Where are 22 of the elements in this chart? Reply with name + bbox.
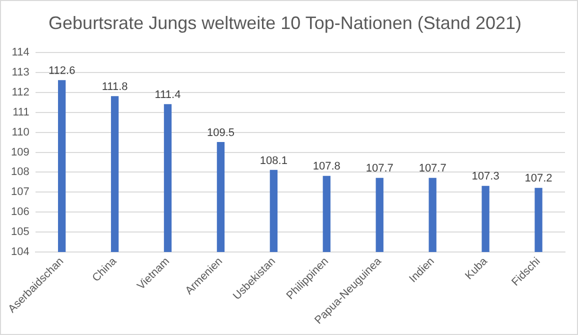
y-tick-label: 111 — [12, 106, 30, 118]
y-tick-label: 112 — [12, 86, 30, 99]
data-label: 112.6 — [48, 65, 76, 78]
data-label: 107.3 — [472, 170, 500, 183]
data-label: 107.7 — [418, 162, 446, 175]
y-tick-label: 107 — [10, 186, 30, 198]
y-tick-label: 114 — [12, 46, 30, 59]
data-label: 107.7 — [366, 162, 394, 175]
data-label: 111.8 — [102, 80, 128, 93]
y-tick-label: 106 — [10, 206, 30, 218]
y-tick-label: 113 — [12, 66, 30, 79]
y-tick-label: 105 — [10, 226, 30, 238]
y-tick-label: 104 — [10, 246, 30, 258]
data-label: 108.1 — [260, 154, 288, 167]
y-tick-label: 108 — [10, 166, 30, 178]
data-label: 111.4 — [154, 88, 181, 101]
y-tick-label: 110 — [12, 126, 30, 138]
data-label: 107.8 — [312, 160, 340, 173]
chart-title: Geburtsrate Jungs weltweite 10 Top-Nationen (Stand 2021) — [48, 12, 522, 33]
data-label: 109.5 — [206, 126, 234, 139]
data-label: 107.2 — [524, 172, 552, 185]
y-tick-label: 109 — [10, 146, 30, 158]
